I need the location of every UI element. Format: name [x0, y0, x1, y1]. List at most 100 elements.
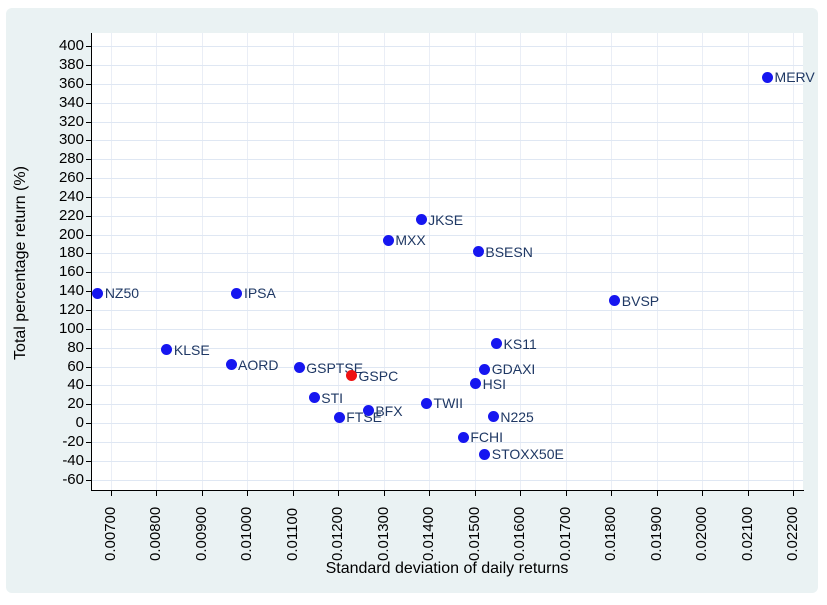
data-point-mxx [382, 234, 394, 246]
x-axis-line [91, 490, 804, 491]
data-point-stoxx50e [479, 448, 491, 460]
data-point-hsi [470, 378, 482, 390]
data-point-gdaxi [479, 363, 491, 375]
h-gridline [91, 310, 803, 312]
h-gridline [91, 460, 803, 462]
v-gridline [702, 33, 704, 490]
x-tick-mark [247, 490, 249, 496]
x-tick-mark [383, 490, 385, 496]
x-tick-mark [565, 490, 567, 496]
x-tick-label: 0.01800 [602, 506, 620, 561]
y-tick-mark [86, 272, 91, 274]
h-gridline [91, 215, 803, 217]
y-axis-line [91, 33, 92, 491]
y-tick-label: 220 [58, 206, 84, 224]
point-label-fchi: FCHI [470, 429, 504, 446]
y-tick-label: 80 [67, 338, 84, 356]
data-point-sti [308, 392, 320, 404]
x-tick-mark [611, 490, 613, 496]
x-tick-mark [520, 490, 522, 496]
point-label-twii: TWII [433, 395, 464, 412]
x-tick-mark [292, 490, 294, 496]
v-gridline [611, 33, 613, 490]
data-point-ks11 [491, 338, 503, 350]
h-gridline [91, 291, 803, 293]
v-gridline [383, 33, 385, 490]
x-tick-label: 0.01600 [511, 506, 529, 561]
x-tick-mark [429, 490, 431, 496]
plot-area: NZ50 KLSE AORD IPSA GSPTSE STI FTSE GSPC BFX MXX J… [91, 33, 815, 490]
x-axis-title: Standard deviation of daily returns [325, 560, 569, 577]
y-tick-label: 340 [58, 93, 84, 111]
data-point-bvsp [609, 295, 621, 307]
y-tick-mark [86, 178, 91, 180]
data-point-bsesn [472, 246, 484, 258]
x-tick-label: 0.01000 [238, 506, 256, 561]
y-tick-label: 60 [67, 357, 84, 375]
y-tick-label: 180 [58, 244, 84, 262]
v-gridline [247, 33, 249, 490]
data-point-twii [421, 397, 433, 409]
y-tick-mark [86, 83, 91, 85]
y-tick-mark [86, 102, 91, 104]
x-tick-label: 0.01300 [374, 506, 392, 561]
data-point-nz50 [92, 287, 104, 299]
y-tick-mark [86, 196, 91, 198]
v-gridline [474, 33, 476, 490]
y-tick-mark [86, 441, 91, 443]
h-gridline [91, 65, 803, 67]
y-tick-label: 0 [75, 414, 84, 432]
data-point-n225 [487, 411, 499, 422]
y-tick-mark [86, 423, 91, 425]
y-tick-label: 400 [58, 37, 84, 55]
x-tick-mark [747, 490, 749, 496]
x-tick-mark [111, 490, 112, 496]
y-tick-mark [86, 140, 91, 142]
x-tick-label: 0.01900 [647, 506, 665, 561]
data-point-aord [225, 359, 237, 371]
v-gridline [111, 33, 112, 490]
y-tick-label: 360 [58, 74, 84, 92]
y-tick-mark [86, 385, 91, 387]
y-tick-mark [86, 347, 91, 349]
x-tick-mark [338, 490, 340, 496]
point-label-aord: AORD [238, 356, 279, 373]
h-gridline [91, 385, 803, 387]
h-gridline [91, 46, 803, 48]
y-tick-mark [86, 121, 91, 123]
y-tick-label: 260 [58, 169, 84, 187]
point-label-bsesn: BSESN [485, 243, 533, 260]
h-gridline [91, 121, 803, 123]
data-point-gsptse [293, 362, 305, 373]
y-tick-mark [86, 479, 91, 481]
point-label-ipsa: IPSA [243, 285, 276, 302]
h-gridline [91, 159, 803, 161]
x-tick-label: 0.01700 [556, 506, 574, 561]
h-gridline [91, 178, 803, 180]
x-tick-label: 0.02200 [783, 506, 801, 561]
h-gridline [91, 234, 803, 236]
h-gridline [91, 83, 803, 85]
v-gridline [747, 33, 749, 490]
data-point-bfx [362, 405, 374, 417]
y-tick-label: 160 [58, 263, 84, 281]
x-tick-label: 0.01400 [420, 506, 438, 561]
y-tick-label: 380 [58, 56, 84, 74]
v-gridline [792, 33, 794, 490]
point-label-bvsp: BVSP [621, 292, 660, 309]
y-tick-mark [86, 65, 91, 67]
point-label-klse: KLSE [173, 341, 210, 358]
data-point-klse [161, 344, 173, 356]
y-tick-label: -60 [62, 470, 84, 488]
h-gridline [91, 479, 803, 481]
point-label-n225: N225 [500, 408, 534, 425]
point-label-gspc: GSPC [358, 367, 399, 384]
v-gridline [656, 33, 658, 490]
x-tick-mark [201, 490, 203, 496]
y-tick-mark [86, 328, 91, 330]
x-tick-mark [702, 490, 704, 496]
x-tick-mark [656, 490, 658, 496]
v-gridline [338, 33, 340, 490]
data-point-ftse [333, 411, 345, 423]
data-point-merv [762, 71, 774, 83]
